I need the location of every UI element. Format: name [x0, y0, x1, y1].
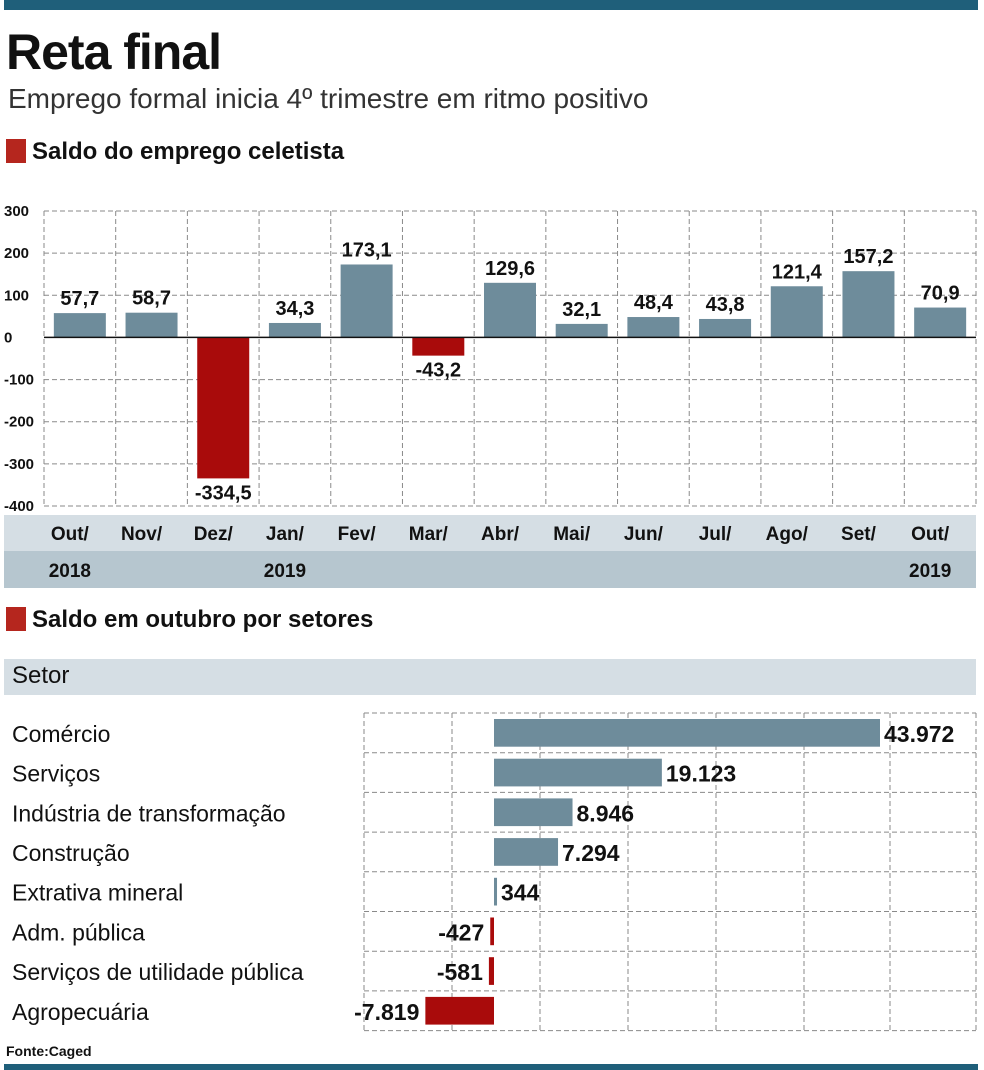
x-tick-label: Jul/: [699, 524, 732, 545]
sector-value-label: 344: [501, 880, 540, 906]
section-marker: [6, 139, 26, 163]
sector-chart-title: Saldo em outubro por setores: [32, 606, 374, 633]
bar-value-label: 32,1: [562, 299, 601, 321]
y-tick-label: 300: [4, 203, 29, 220]
sector-bar: [494, 719, 880, 747]
bar: [412, 337, 465, 356]
bar: [699, 318, 752, 338]
x-tick-label: Abr/: [481, 524, 520, 545]
sector-column-header-label: Setor: [12, 662, 70, 689]
x-tick-label: Out/: [911, 524, 950, 545]
sector-bar: [494, 798, 573, 827]
bar: [197, 337, 250, 479]
bar-value-label: -334,5: [195, 482, 252, 504]
sector-label: Serviços: [12, 761, 100, 787]
sector-label: Indústria de transformação: [12, 800, 286, 826]
sector-value-label: 8.946: [577, 800, 635, 826]
bar: [555, 323, 608, 338]
y-tick-label: 200: [4, 245, 29, 262]
source-note: Fonte:Caged: [6, 1043, 92, 1059]
sector-bar: [494, 758, 662, 787]
bar-value-label: 70,9: [921, 283, 960, 305]
bar: [125, 312, 178, 338]
bar-value-label: 48,4: [634, 292, 674, 314]
bar-value-label: 34,3: [275, 298, 314, 320]
sector-label: Agropecuária: [12, 999, 149, 1025]
section-heading-sectors: Saldo em outubro por setores: [6, 605, 373, 635]
x-tick-label: Jun/: [624, 524, 664, 545]
bar-value-label: 43,8: [706, 294, 745, 316]
x-tick-label: Nov/: [121, 524, 163, 545]
bar-value-label: -43,2: [416, 360, 462, 382]
sector-value-label: 19.123: [666, 761, 736, 787]
sector-bar: [494, 838, 559, 866]
bar: [914, 307, 967, 338]
bar: [484, 282, 536, 338]
x-tick-label: Set/: [841, 524, 877, 545]
bar-value-label: 58,7: [132, 288, 171, 310]
x-tick-label: Ago/: [766, 524, 809, 545]
year-label: 2018: [49, 561, 91, 582]
sector-label: Adm. pública: [12, 919, 145, 945]
sector-label: Serviços de utilidade pública: [12, 959, 304, 985]
sector-value-label: -427: [438, 919, 484, 945]
x-tick-label: Jan/: [266, 524, 305, 545]
sector-value-label: -581: [437, 959, 483, 985]
sector-column-header: Setor: [4, 659, 976, 695]
sector-bar: [494, 877, 498, 906]
year-label: 2019: [264, 561, 306, 582]
monthly-balance-chart: 300 200 100 0 -100 -200 -300 -400 57,7 58,7 -334,5…: [4, 203, 977, 588]
sector-bar: [425, 996, 494, 1025]
sector-bar: [488, 957, 494, 985]
sector-bar: [490, 917, 494, 946]
category-band: [4, 515, 976, 551]
section-marker: [6, 607, 26, 631]
year-band: [4, 551, 976, 588]
sector-label: Comércio: [12, 721, 110, 747]
bar-value-label: 157,2: [843, 246, 893, 268]
monthly-chart-title: Saldo do emprego celetista: [32, 138, 345, 165]
y-tick-label: -400: [4, 498, 34, 515]
page-subtitle: Emprego formal inicia 4º trimestre em ri…: [8, 83, 649, 114]
x-tick-label: Dez/: [194, 524, 234, 545]
sector-value-label: 7.294: [562, 840, 620, 866]
top-accent-bar: [4, 0, 978, 10]
bar: [842, 271, 895, 338]
bar: [770, 286, 823, 338]
y-tick-label: -300: [4, 456, 34, 473]
bar-value-label: 121,4: [772, 261, 823, 283]
sector-value-label: 43.972: [884, 721, 954, 747]
bottom-accent-bar: [4, 1064, 978, 1070]
bar: [627, 317, 680, 338]
sector-value-label: -7.819: [354, 999, 419, 1025]
x-tick-label: Mai/: [553, 524, 591, 545]
y-tick-label: -200: [4, 414, 34, 431]
section-heading-monthly: Saldo do emprego celetista: [6, 137, 344, 167]
bar: [53, 313, 106, 338]
bar-value-label: 57,7: [60, 288, 99, 310]
bar-value-label: 173,1: [342, 239, 392, 261]
year-label: 2019: [909, 561, 951, 582]
page-title: Reta final: [6, 24, 222, 80]
x-tick-label: Out/: [51, 524, 90, 545]
x-tick-label: Fev/: [338, 524, 377, 545]
bar: [268, 322, 321, 338]
sector-label: Extrativa mineral: [12, 880, 183, 906]
bar: [340, 264, 393, 338]
y-tick-label: 0: [4, 329, 12, 346]
sector-label: Construção: [12, 840, 130, 866]
y-tick-label: -100: [4, 372, 34, 389]
x-tick-label: Mar/: [409, 524, 449, 545]
y-tick-label: 100: [4, 287, 29, 304]
bar-value-label: 129,6: [485, 258, 535, 280]
